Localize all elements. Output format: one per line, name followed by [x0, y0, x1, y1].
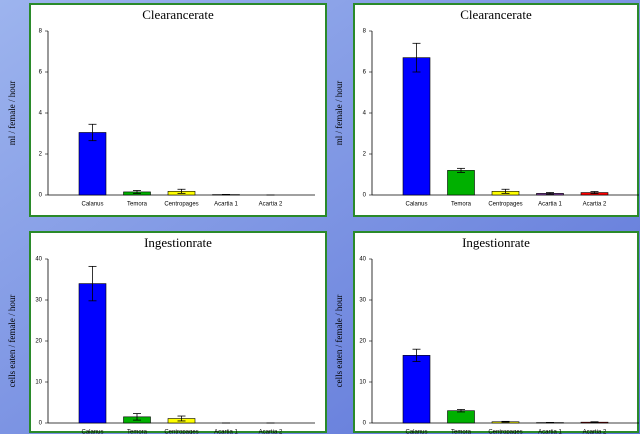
- y-tick-label: 0: [39, 193, 43, 199]
- y-tick-label: 40: [359, 257, 366, 263]
- panel: [353, 231, 639, 433]
- x-tick-label: Centropages: [164, 202, 198, 208]
- x-tick-label: Acartia 1: [214, 430, 238, 434]
- y-tick-label: 10: [359, 380, 366, 386]
- y-tick-label: 8: [363, 29, 367, 35]
- y-tick-label: 0: [363, 193, 367, 199]
- y-tick-label: 30: [359, 298, 366, 304]
- y-axis-label: cells eaten / female / hour: [334, 295, 344, 388]
- x-tick-label: Temora: [451, 430, 472, 434]
- y-tick-label: 20: [35, 339, 42, 345]
- y-tick-label: 40: [35, 257, 42, 263]
- x-tick-label: Calanus: [81, 430, 103, 434]
- y-axis-label: cells eaten / female / hour: [7, 295, 17, 388]
- x-tick-label: Acartia 2: [583, 430, 607, 434]
- x-tick-label: Calanus: [405, 430, 427, 434]
- chart-title: Clearancerate: [460, 7, 532, 22]
- panel: [353, 3, 639, 217]
- y-tick-label: 6: [39, 70, 43, 76]
- chart-title: Clearancerate: [142, 7, 214, 22]
- y-tick-label: 6: [363, 70, 367, 76]
- y-axis-label: ml / female / hour: [7, 81, 17, 145]
- x-tick-label: Acartia 1: [214, 202, 238, 208]
- x-tick-label: Acartia 1: [538, 202, 562, 208]
- bar: [447, 170, 475, 196]
- bar: [447, 410, 475, 424]
- x-tick-label: Calanus: [405, 202, 427, 208]
- x-tick-label: Centropages: [164, 430, 198, 434]
- y-tick-label: 8: [39, 29, 43, 35]
- x-tick-label: Acartia 2: [583, 202, 607, 208]
- x-tick-label: Temora: [127, 430, 148, 434]
- y-tick-label: 2: [39, 152, 43, 158]
- y-tick-label: 30: [35, 298, 42, 304]
- x-tick-label: Acartia 2: [259, 430, 283, 434]
- x-tick-label: Centropages: [488, 202, 522, 208]
- x-tick-label: Acartia 2: [259, 202, 283, 208]
- bar: [78, 132, 107, 196]
- y-tick-label: 2: [363, 152, 367, 158]
- chart-title: Ingestionrate: [144, 235, 212, 250]
- x-tick-label: Temora: [127, 202, 148, 208]
- x-tick-label: Temora: [451, 202, 472, 208]
- y-axis-label: ml / female / hour: [334, 81, 344, 145]
- chart-title: Ingestionrate: [462, 235, 530, 250]
- panel: [29, 3, 327, 217]
- y-tick-label: 4: [363, 111, 367, 117]
- y-tick-label: 4: [39, 111, 43, 117]
- y-tick-label: 0: [363, 421, 367, 427]
- x-tick-label: Acartia 1: [538, 430, 562, 434]
- y-tick-label: 0: [39, 421, 43, 427]
- y-tick-label: 20: [359, 339, 366, 345]
- bar: [402, 57, 431, 196]
- y-tick-label: 10: [35, 380, 42, 386]
- bar: [402, 355, 431, 424]
- x-tick-label: Calanus: [81, 202, 103, 208]
- x-tick-label: Centropages: [488, 430, 522, 434]
- panel: [29, 231, 327, 433]
- bar: [78, 283, 107, 424]
